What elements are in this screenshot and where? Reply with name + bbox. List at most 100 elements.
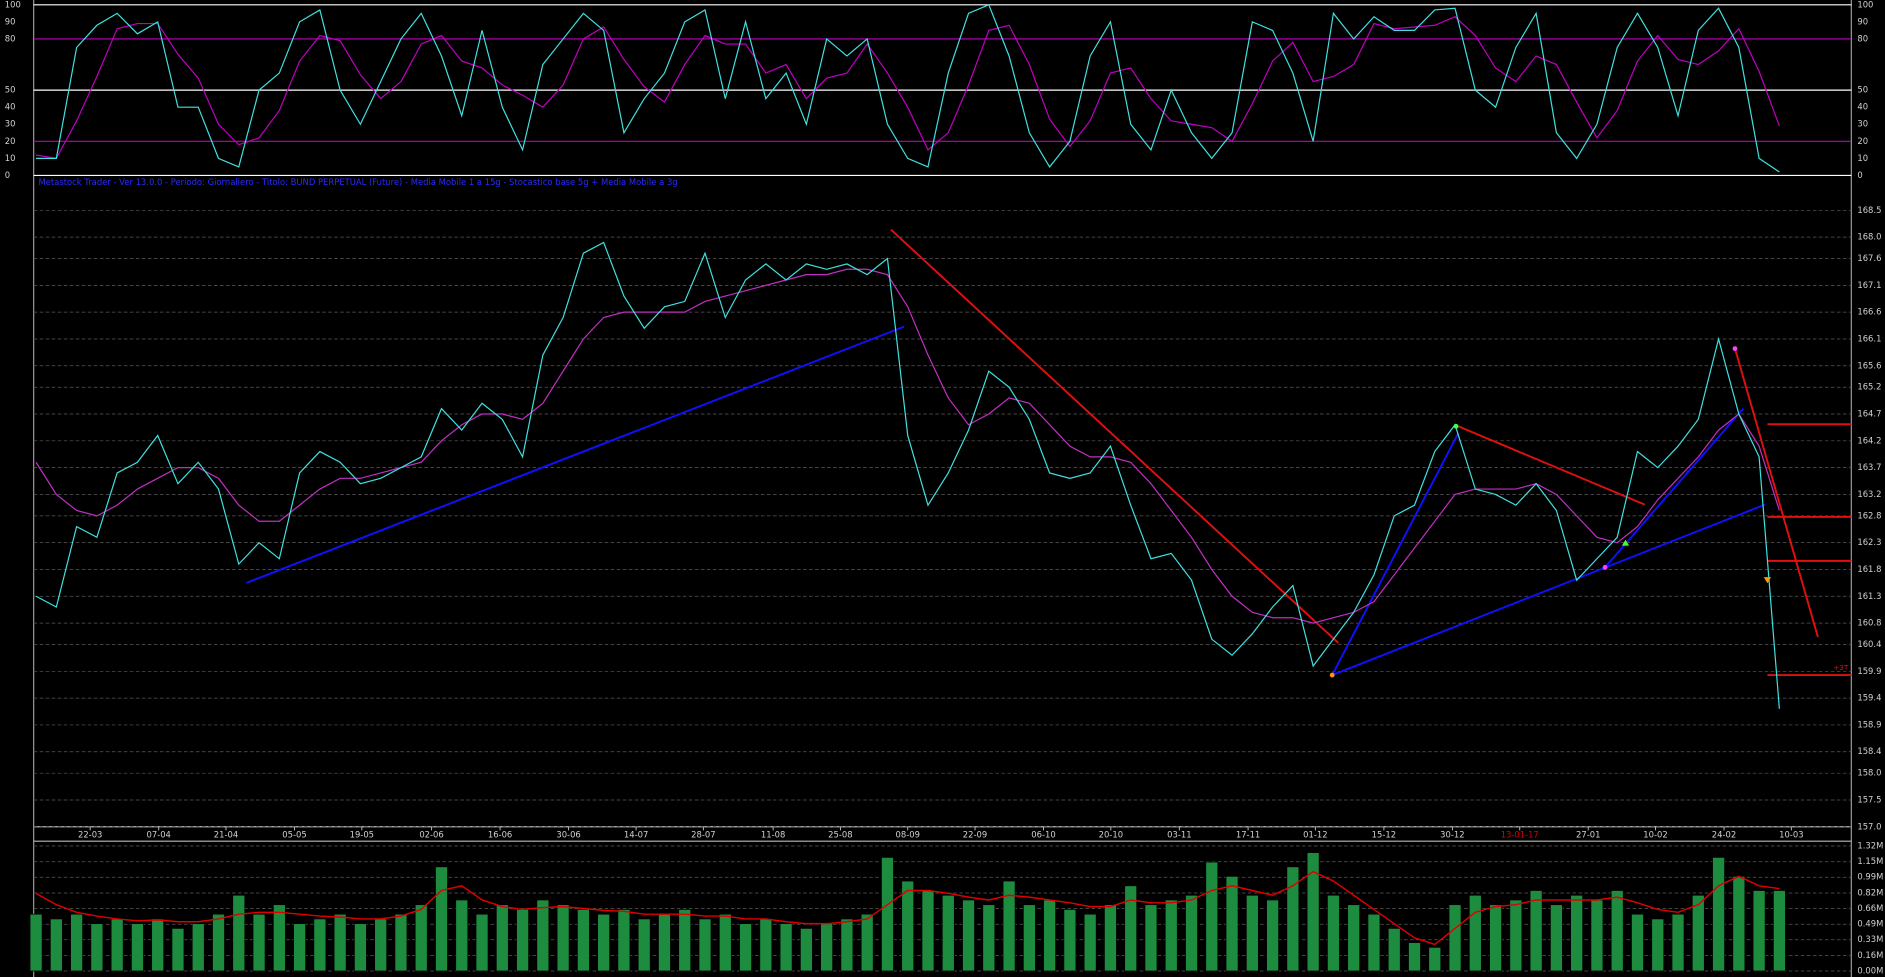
y-tick-label: 158.9 [1857,719,1881,729]
volume-bar [171,928,185,972]
volume-bar [1022,904,1036,972]
y-tick-label: 0.82M [1857,887,1883,897]
caption: Metastock Trader - Ver 13.0.0 - Periodo:… [38,177,677,187]
trendline [1331,503,1766,676]
volume-bar [1408,942,1421,972]
volume-bar [860,913,874,972]
volume-bar [495,904,509,972]
volume-bar [151,918,165,972]
y-tick-label: 50 [5,85,16,95]
trendline [1604,408,1745,568]
marker [1732,346,1738,352]
volume-bar [1773,890,1786,972]
volume-bar [1732,875,1746,972]
x-tick-label: 11-08 [761,830,785,840]
volume-bar [131,923,144,972]
volume-bar [1205,861,1219,972]
volume-bar [475,913,489,972]
volume-bar [941,894,955,972]
line [35,870,1780,946]
volume-bar [70,913,83,972]
y-tick-label: 157.5 [1857,794,1881,804]
x-tick-label: 06-10 [1031,830,1055,840]
volume-bar [1144,904,1158,972]
volume-bar [982,904,996,972]
marker [1763,577,1772,584]
volume-bar [1083,913,1097,972]
volume-bar [962,899,975,972]
x-tick-label: 24-02 [1712,830,1736,840]
x-tick-label: 30-06 [556,830,580,840]
volume-bar [1225,875,1239,972]
x-tick-label: 13-01-17 [1501,830,1539,840]
y-tick-label: 159.9 [1857,666,1881,676]
volume-bar [1651,918,1665,972]
volume-bar [779,923,793,972]
volume-bar [232,894,246,972]
volume-bar [799,928,813,972]
trendline [1458,425,1646,506]
volume-bar [759,918,773,972]
y-tick-label: 161.3 [1857,591,1881,601]
y-tick-label: 165.2 [1857,382,1881,392]
x-tick-label: 25-08 [828,830,852,840]
y-tick-label: 50 [1857,85,1868,95]
volume-bar [1610,890,1624,972]
y-tick-label: 164.7 [1857,409,1881,419]
trendline [1331,432,1460,676]
volume-bar [820,923,834,972]
volume-bar [29,913,43,972]
volume-bar [313,918,327,972]
volume-bar [49,918,63,972]
volume-bar [597,913,611,972]
marker [1621,539,1630,546]
y-tick-label: 162.3 [1857,537,1881,547]
x-tick-label: 01-12 [1303,830,1327,840]
y-tick-label: 163.7 [1857,462,1881,472]
volume-bar [1104,904,1117,972]
volume-bar [1509,899,1523,972]
volume-bar [1468,894,1482,972]
y-tick-label: 20 [5,136,16,146]
x-tick-label: 10-02 [1643,830,1667,840]
y-tick-label: 167.1 [1857,280,1881,290]
x-tick-label: 17-11 [1236,830,1260,840]
volume-bar [1529,890,1543,972]
y-tick-label: 165.6 [1857,360,1881,370]
y-tick-label: 159.4 [1857,693,1881,703]
volume-bar [1245,894,1259,972]
volume-bar [698,918,712,972]
y-tick-label: 40 [5,102,16,112]
volume-bar [1043,899,1056,972]
x-tick-label: 21-04 [214,830,238,840]
volume-bar [718,913,732,972]
volume-bar [1002,880,1016,972]
volume-bar [1590,899,1604,972]
marker [1602,564,1608,570]
y-tick-label: 0.33M [1857,934,1883,944]
y-tick-label: 1.15M [1857,856,1883,866]
y-tick-label: 100 [5,0,21,9]
volume-bar [1428,946,1442,972]
volume-bar [212,913,225,972]
x-tick-label: 10-03 [1779,830,1803,840]
volume-bar [455,899,469,972]
volume-bar [1570,894,1584,972]
volume-bar [658,913,671,972]
volume-bar [840,918,854,972]
y-tick-label: 158.4 [1857,746,1881,756]
volume-bar [637,918,651,972]
y-tick-label: 20 [1857,136,1868,146]
volume-bar [1306,852,1320,972]
y-tick-label: 158.0 [1857,768,1881,778]
volume-bar [191,923,205,972]
volume-bar [1671,913,1685,972]
volume-bar [374,918,388,972]
volume-bar [1712,857,1725,972]
y-tick-label: 168.0 [1857,232,1881,242]
x-tick-label: 16-06 [488,830,512,840]
volume-bar [414,904,428,972]
volume-bar [1387,928,1401,972]
line [36,4,1780,173]
x-tick-label: 19-05 [350,830,374,840]
